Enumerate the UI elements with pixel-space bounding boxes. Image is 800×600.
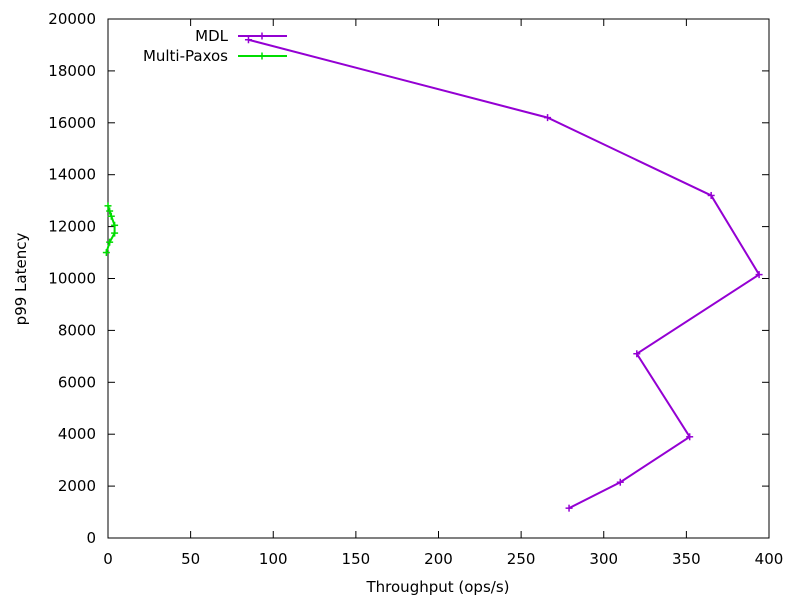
- legend-marker: [258, 32, 266, 40]
- mdl-point: [755, 271, 763, 279]
- x-tick-label: 150: [342, 550, 371, 568]
- series-layer: [102, 36, 763, 512]
- mdl-point: [686, 433, 694, 441]
- y-tick-label: 0: [86, 529, 96, 547]
- x-tick-label: 50: [181, 550, 200, 568]
- y-tick-label: 20000: [48, 10, 96, 28]
- x-axis-title: Throughput (ops/s): [366, 578, 510, 596]
- mdl-point: [565, 504, 573, 512]
- y-tick-label: 8000: [58, 321, 96, 339]
- axis-ticks: [107, 18, 770, 539]
- y-tick-label: 16000: [48, 114, 96, 132]
- y-tick-label: 14000: [48, 166, 96, 184]
- mdl-point: [707, 191, 715, 199]
- legend-item-multi-paxos: Multi-Paxos: [143, 47, 287, 65]
- multi-paxos-point: [106, 238, 114, 246]
- x-tick-label: 250: [507, 550, 536, 568]
- legend-item-mdl: MDL: [195, 27, 287, 45]
- y-tick-label: 12000: [48, 218, 96, 236]
- legend-label: MDL: [195, 27, 228, 45]
- multi-paxos-point: [106, 207, 114, 215]
- x-tick-label: 200: [424, 550, 453, 568]
- multi-paxos-point: [111, 221, 119, 229]
- mdl-point: [633, 350, 641, 358]
- mdl-point: [544, 114, 552, 122]
- multi-paxos-series: [102, 202, 119, 257]
- y-tick-label: 2000: [58, 477, 96, 495]
- x-tick-label: 400: [755, 550, 784, 568]
- y-tick-label: 10000: [48, 270, 96, 288]
- mdl-point: [616, 478, 624, 486]
- x-tick-label: 300: [589, 550, 618, 568]
- x-tick-label: 0: [103, 550, 113, 568]
- y-tick-label: 18000: [48, 62, 96, 80]
- multi-paxos-point: [104, 202, 112, 210]
- y-axis-title: p99 Latency: [12, 233, 30, 326]
- plot-frame: [107, 18, 770, 539]
- multi-paxos-point: [107, 212, 115, 220]
- y-tick-labels: 0 2000 4000 6000 8000 10000 12000 14000 16000 180…: [48, 10, 96, 547]
- legend: MDL Multi-Paxos: [143, 27, 287, 65]
- multi-paxos-point: [111, 229, 119, 237]
- x-tick-labels: 0 50 100 150 200 250 300 350 400: [103, 550, 783, 568]
- legend-marker: [258, 52, 266, 60]
- multi-paxos-point: [102, 249, 110, 257]
- mdl-series: [244, 36, 763, 512]
- y-tick-label: 6000: [58, 373, 96, 391]
- x-tick-label: 100: [259, 550, 288, 568]
- legend-label: Multi-Paxos: [143, 47, 228, 65]
- mdl-line: [248, 38, 761, 510]
- x-tick-label: 350: [672, 550, 701, 568]
- y-tick-label: 4000: [58, 425, 96, 443]
- mdl-point: [244, 36, 252, 44]
